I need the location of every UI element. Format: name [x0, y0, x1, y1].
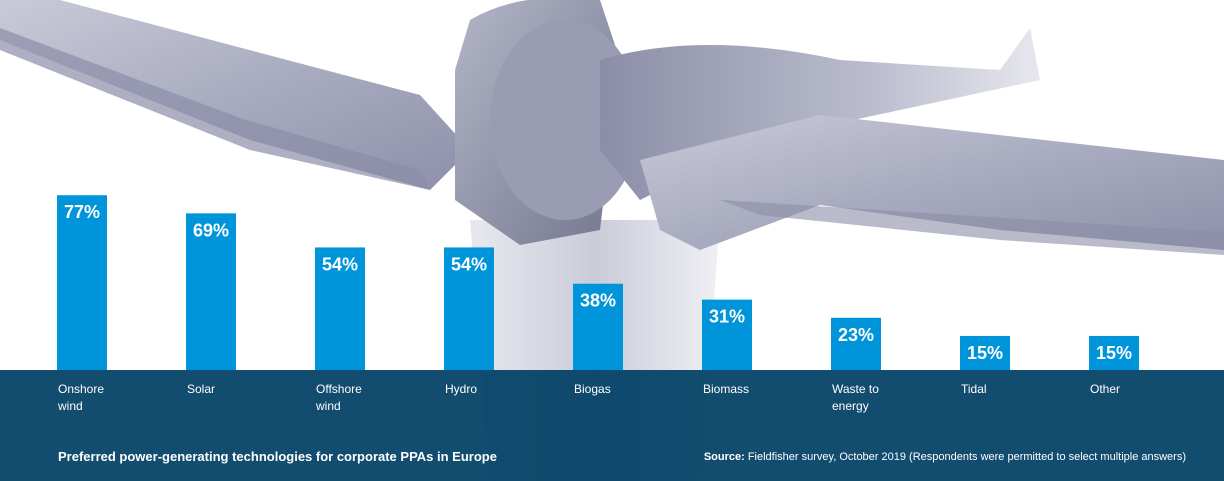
- category-label: Other: [1090, 382, 1120, 396]
- bar-value-label: 54%: [322, 254, 358, 274]
- category-label-line: Tidal: [961, 382, 987, 396]
- category-label-line: wind: [57, 399, 83, 413]
- bar-value-label: 38%: [580, 291, 616, 311]
- category-label: Offshore wind: [315, 382, 362, 413]
- bar-value-label: 15%: [967, 343, 1003, 363]
- footer-band: [0, 370, 1224, 481]
- category-label: Biogas: [574, 382, 611, 396]
- category-label: Onshore wind: [57, 382, 104, 413]
- bar-0: [57, 195, 107, 370]
- bar-value-label: 15%: [1096, 343, 1132, 363]
- category-label-line: Offshore: [316, 382, 362, 396]
- category-label-line: Onshore: [58, 382, 104, 396]
- category-label-line: Solar: [187, 382, 215, 396]
- category-label-line: Waste to: [832, 382, 879, 396]
- bar-8: [1089, 335, 1139, 370]
- category-label: Tidal: [961, 382, 987, 396]
- bar-3: [444, 247, 494, 370]
- bar-value-label: 77%: [64, 202, 100, 222]
- source-label: Source:: [703, 451, 745, 463]
- bar-7: [960, 335, 1010, 370]
- bar-2: [315, 247, 365, 370]
- category-label-line: Other: [1090, 382, 1120, 396]
- bar-5: [702, 299, 752, 370]
- bar-value-label: 31%: [709, 307, 745, 327]
- chart-title: Preferred power-generating technologies …: [58, 449, 497, 464]
- bar-4: [573, 283, 623, 370]
- bar-1: [186, 213, 236, 370]
- bar-value-label: 69%: [193, 220, 229, 240]
- category-label: Solar: [187, 382, 215, 396]
- bar-value-label: 54%: [451, 254, 487, 274]
- category-label-line: wind: [315, 399, 341, 413]
- category-label-line: Biomass: [703, 382, 749, 396]
- bar-6: [831, 317, 881, 370]
- category-label-line: energy: [832, 399, 869, 413]
- bar-value-label: 23%: [838, 325, 874, 345]
- category-label: Waste to energy: [832, 382, 879, 413]
- chart-source: Source: Fieldfisher survey, October 2019…: [704, 451, 1186, 463]
- category-label-line: Hydro: [445, 382, 477, 396]
- category-label-line: Biogas: [574, 382, 611, 396]
- category-label: Biomass: [703, 382, 749, 396]
- category-label: Hydro: [445, 382, 477, 396]
- source-text: Fieldfisher survey, October 2019 (Respon…: [744, 451, 1186, 463]
